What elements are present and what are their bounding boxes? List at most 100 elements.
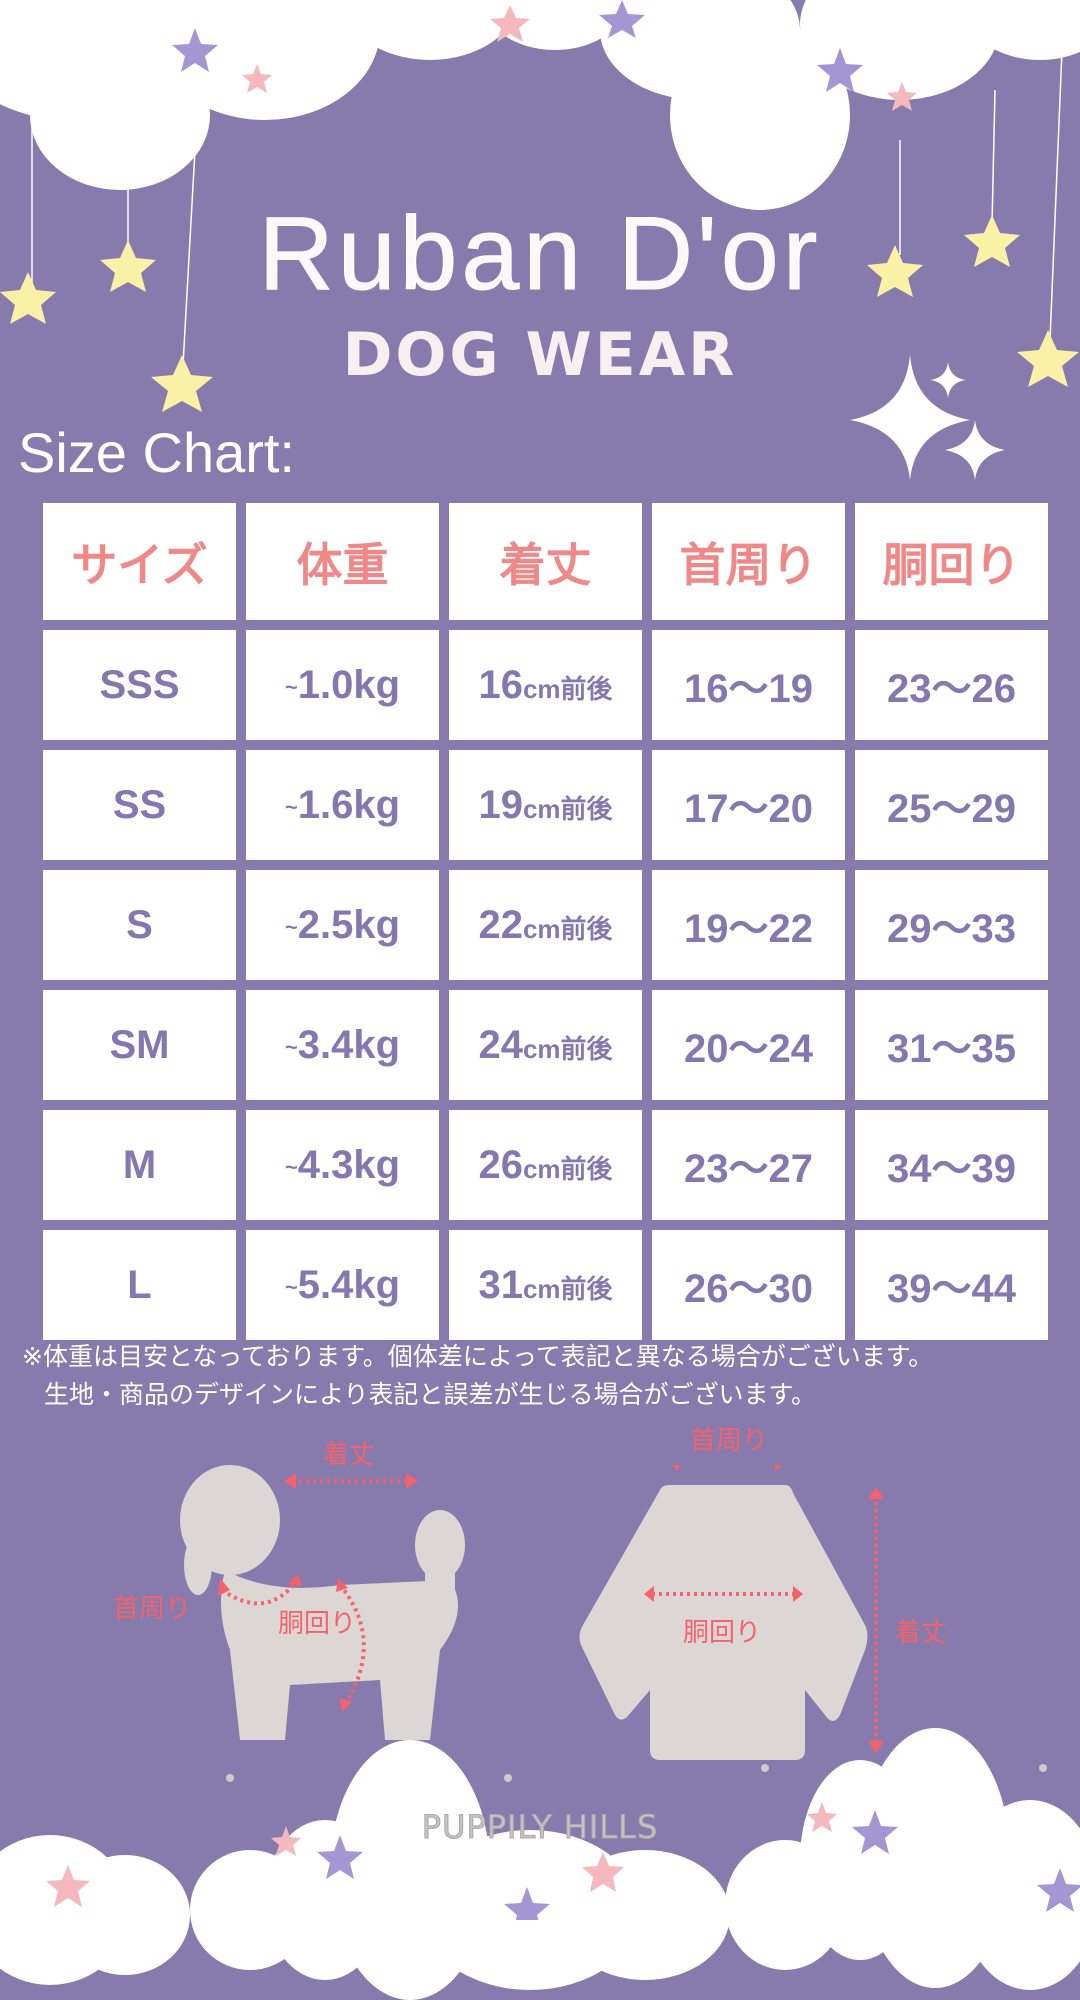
cell-size: M <box>43 1110 236 1220</box>
brand-subtitle: DOG WEAR <box>342 320 738 390</box>
size-chart-table: サイズ 体重 着丈 首周り 胴回り SSS ~1.0kg 16cm前後 16～19 23… <box>33 493 1058 1350</box>
note-line-2: 生地・商品のデザインにより表記と誤差が生じる場合がございます。 <box>44 1380 817 1409</box>
length-value: 24 <box>478 1022 523 1067</box>
header-neck: 首周り <box>652 503 845 620</box>
cell-length: 16cm前後 <box>449 630 642 740</box>
length-unit: cm前後 <box>522 793 613 824</box>
cell-body: 23～26 <box>855 630 1048 740</box>
cell-body: 29～33 <box>855 870 1048 980</box>
size-chart-heading: Size Chart: <box>18 421 295 484</box>
weight-value: 2.5kg <box>297 902 401 947</box>
length-value: 22 <box>478 902 523 947</box>
size-value: L <box>127 1262 152 1307</box>
body-value: 39～44 <box>887 1267 1016 1311</box>
length-unit: cm前後 <box>522 1273 613 1304</box>
shirt-silhouette-diagram <box>579 1465 884 1760</box>
cell-weight: ~1.6kg <box>246 750 439 860</box>
bottom-stars-decoration <box>46 1764 1080 1920</box>
size-value: S <box>126 902 153 947</box>
body-value: 25～29 <box>887 787 1016 831</box>
cell-length: 19cm前後 <box>449 750 642 860</box>
weight-value: 5.4kg <box>297 1262 401 1307</box>
table-header-row: サイズ 体重 着丈 首周り 胴回り <box>43 503 1048 620</box>
footer-brand-logo: PUPPILY HILLS <box>421 1808 659 1847</box>
cell-body: 34～39 <box>855 1110 1048 1220</box>
dog-silhouette-diagram <box>180 1465 465 1740</box>
cell-size: SS <box>43 750 236 860</box>
neck-value: 20～24 <box>684 1027 813 1071</box>
brand-title: Ruban D'or <box>258 196 822 313</box>
dog-length-label: 着丈 <box>323 1440 376 1470</box>
cell-length: 26cm前後 <box>449 1110 642 1220</box>
cell-body: 39～44 <box>855 1230 1048 1340</box>
header-length: 着丈 <box>449 503 642 620</box>
weight-prefix: ~ <box>284 1153 298 1179</box>
length-value: 26 <box>478 1142 523 1187</box>
length-unit: cm前後 <box>522 673 613 704</box>
cell-body: 25～29 <box>855 750 1048 860</box>
shirt-body-label: 胴回り <box>683 1618 762 1648</box>
neck-value: 16～19 <box>684 667 813 711</box>
cell-length: 31cm前後 <box>449 1230 642 1340</box>
table-row: L ~5.4kg 31cm前後 26～30 39～44 <box>43 1230 1048 1340</box>
table-row: S ~2.5kg 22cm前後 19～22 29～33 <box>43 870 1048 980</box>
table-row: SM ~3.4kg 24cm前後 20～24 31～35 <box>43 990 1048 1100</box>
shirt-neck-label: 首周り <box>690 1426 769 1456</box>
hanging-stars-decoration <box>0 0 1079 480</box>
body-value: 23～26 <box>887 667 1016 711</box>
neck-value: 19～22 <box>684 907 813 951</box>
cell-size: SM <box>43 990 236 1100</box>
length-unit: cm前後 <box>522 913 613 944</box>
body-value: 29～33 <box>887 907 1016 951</box>
length-value: 19 <box>478 782 523 827</box>
cell-neck: 17～20 <box>652 750 845 860</box>
cell-neck: 20～24 <box>652 990 845 1100</box>
weight-prefix: ~ <box>284 1033 298 1059</box>
table-row: M ~4.3kg 26cm前後 23～27 34～39 <box>43 1110 1048 1220</box>
size-value: SS <box>112 782 167 827</box>
cell-neck: 23～27 <box>652 1110 845 1220</box>
weight-value: 1.0kg <box>297 662 401 707</box>
weight-prefix: ~ <box>284 673 298 699</box>
size-value: SM <box>109 1022 170 1067</box>
cell-size: SSS <box>43 630 236 740</box>
weight-prefix: ~ <box>284 793 298 819</box>
cell-neck: 26～30 <box>652 1230 845 1340</box>
length-value: 31 <box>478 1262 523 1307</box>
weight-prefix: ~ <box>284 1273 298 1299</box>
weight-value: 3.4kg <box>297 1022 401 1067</box>
cell-weight: ~1.0kg <box>246 630 439 740</box>
cell-size: L <box>43 1230 236 1340</box>
cell-size: S <box>43 870 236 980</box>
dog-body-label: 胴回り <box>278 1609 357 1639</box>
weight-value: 1.6kg <box>297 782 401 827</box>
note-line-1: ※体重は目安となっております。個体差によって表記と異なる場合がございます。 <box>22 1342 934 1371</box>
table-row: SSS ~1.0kg 16cm前後 16～19 23～26 <box>43 630 1048 740</box>
table-row: SS ~1.6kg 19cm前後 17～20 25～29 <box>43 750 1048 860</box>
length-value: 16 <box>478 662 523 707</box>
cell-length: 24cm前後 <box>449 990 642 1100</box>
size-value: M <box>122 1142 157 1187</box>
cell-weight: ~3.4kg <box>246 990 439 1100</box>
size-value: SSS <box>99 662 180 707</box>
header-size: サイズ <box>43 503 236 620</box>
header-body: 胴回り <box>855 503 1048 620</box>
weight-prefix: ~ <box>284 913 298 939</box>
length-unit: cm前後 <box>522 1153 613 1184</box>
cell-weight: ~2.5kg <box>246 870 439 980</box>
cell-weight: ~4.3kg <box>246 1110 439 1220</box>
neck-value: 23～27 <box>684 1147 813 1191</box>
cell-neck: 19～22 <box>652 870 845 980</box>
weight-value: 4.3kg <box>297 1142 401 1187</box>
cell-body: 31～35 <box>855 990 1048 1100</box>
header-weight: 体重 <box>246 503 439 620</box>
shirt-length-label: 着丈 <box>895 1618 948 1648</box>
cell-length: 22cm前後 <box>449 870 642 980</box>
neck-value: 26～30 <box>684 1267 813 1311</box>
length-unit: cm前後 <box>522 1033 613 1064</box>
dog-neck-label: 首周り <box>113 1594 192 1624</box>
body-value: 31～35 <box>887 1027 1016 1071</box>
neck-value: 17～20 <box>684 787 813 831</box>
cell-weight: ~5.4kg <box>246 1230 439 1340</box>
body-value: 34～39 <box>887 1147 1016 1191</box>
